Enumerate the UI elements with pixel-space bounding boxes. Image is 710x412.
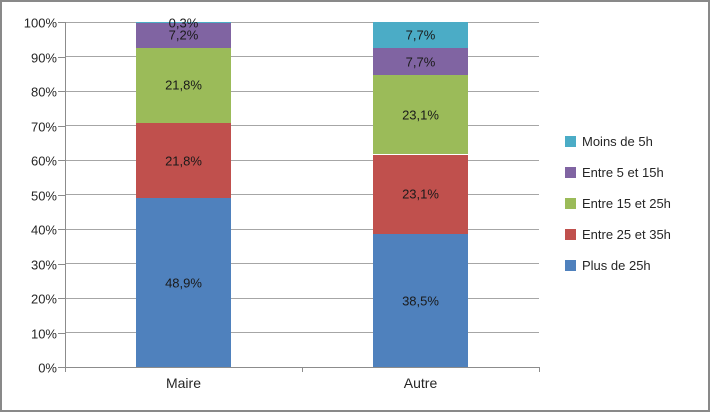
category-label: Maire — [165, 375, 201, 391]
y-axis-tick — [58, 332, 65, 334]
gridline — [65, 159, 539, 161]
bar-autre: 38,5% 23,1% 23,1% 7,7% 7,7% — [373, 21, 468, 367]
bar-segment: 0,3% — [136, 16, 231, 29]
x-axis-tick — [539, 368, 540, 372]
legend-item: Entre 25 et 35h — [565, 227, 671, 242]
plot-area: 48,9% 21,8% 21,8% 7,2% 0,3% 38,5% 23,1% 23,1% 7,… — [65, 16, 539, 367]
gridline — [65, 194, 539, 195]
bar-segment: 7,7% — [373, 21, 468, 49]
gridline — [65, 22, 539, 23]
bar-segment: 23,1% — [373, 154, 468, 235]
bar-segment: 7,2% — [136, 23, 231, 48]
y-axis-tick — [58, 263, 65, 265]
y-tick-label: 90% — [30, 50, 57, 65]
y-tick-label: 0% — [38, 360, 57, 376]
bar-maire: 48,9% 21,8% 21,8% 7,2% 0,3% — [136, 16, 231, 367]
y-tick-label: 50% — [30, 188, 57, 203]
bar-segment: 21,8% — [136, 47, 231, 124]
y-tick-label: 100% — [23, 15, 57, 31]
y-axis-tick — [58, 229, 65, 230]
bar-segment-label: 21,8% — [165, 77, 202, 93]
gridline — [65, 263, 539, 264]
bar-segment: 7,7% — [373, 48, 468, 75]
y-axis-line — [65, 22, 66, 368]
gridline — [65, 56, 539, 57]
gridline — [65, 125, 539, 126]
category-label: Autre — [403, 375, 438, 391]
y-tick-label: 80% — [30, 84, 57, 100]
bar-segment-label: 48,9% — [165, 275, 202, 291]
y-tick-label: 40% — [30, 222, 57, 238]
bar-segment: 38,5% — [373, 234, 468, 367]
bar-segment: 48,9% — [136, 198, 231, 367]
y-tick-label: 10% — [30, 326, 57, 341]
legend-item-label: Entre 5 et 15h — [582, 165, 664, 180]
legend-item: Entre 5 et 15h — [565, 165, 671, 180]
y-axis-tick — [58, 91, 65, 92]
x-axis-tick — [65, 368, 66, 372]
y-axis-tick — [58, 298, 65, 299]
gridline — [65, 297, 539, 299]
y-tick-label: 20% — [30, 291, 57, 307]
legend-color-swatch — [565, 167, 576, 178]
bar-segment-label: 38,5% — [402, 293, 439, 309]
y-axis-tick — [58, 56, 65, 58]
gridline — [65, 332, 539, 333]
x-axis-tick — [302, 368, 303, 372]
legend-item-label: Entre 15 et 25h — [582, 196, 671, 211]
legend-item-label: Entre 25 et 35h — [582, 227, 671, 242]
legend-item: Entre 15 et 25h — [565, 196, 671, 211]
y-tick-label: 30% — [30, 257, 57, 272]
gridline — [65, 90, 539, 92]
bar-segment-label: 7,7% — [405, 27, 436, 43]
legend-item-label: Moins de 5h — [582, 134, 653, 149]
y-axis-tick — [58, 194, 65, 196]
y-axis-tick — [58, 160, 65, 161]
bar-segment-label: 23,1% — [402, 186, 439, 202]
bar-segment-label: 7,7% — [405, 54, 436, 70]
y-axis-tick — [58, 125, 65, 127]
legend-color-swatch — [565, 229, 576, 240]
y-tick-label: 70% — [30, 119, 57, 134]
y-tick-label: 60% — [30, 153, 57, 169]
y-axis-tick — [58, 367, 65, 368]
chart-legend: Moins de 5h Entre 5 et 15h Entre 15 et 25h… — [565, 134, 671, 289]
legend-item: Plus de 25h — [565, 258, 671, 273]
legend-color-swatch — [565, 198, 576, 209]
bar-segment-label: 21,8% — [165, 153, 202, 169]
bar-segment: 21,8% — [136, 123, 231, 199]
legend-color-swatch — [565, 260, 576, 271]
bar-segment-label: 7,2% — [168, 27, 199, 43]
bar-segment: 23,1% — [373, 74, 468, 155]
y-axis-tick — [58, 22, 65, 23]
legend-color-swatch — [565, 136, 576, 147]
gridline — [65, 228, 539, 230]
legend-item: Moins de 5h — [565, 134, 671, 149]
bar-segment-label: 23,1% — [402, 107, 439, 123]
legend-item-label: Plus de 25h — [582, 258, 651, 273]
x-axis-line — [65, 367, 540, 368]
